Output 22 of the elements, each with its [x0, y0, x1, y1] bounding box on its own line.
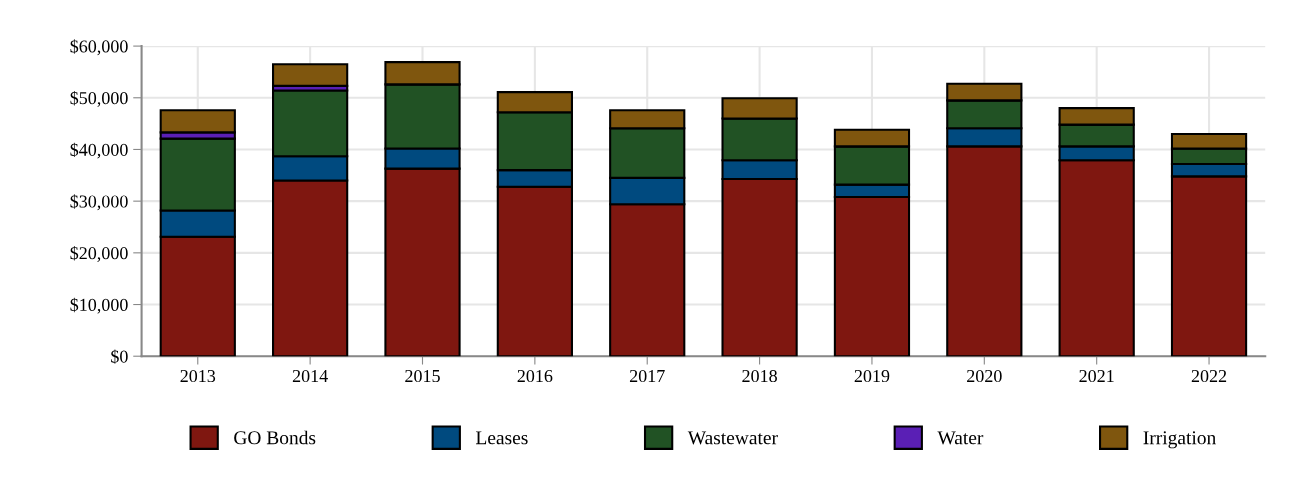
x-tick-label: 2021: [1079, 369, 1114, 383]
x-tick-label: 2014: [292, 369, 328, 383]
legend-label: Irrigation: [1143, 431, 1216, 449]
y-tick-label: $20,000: [70, 246, 128, 262]
x-tick-label: 2018: [742, 369, 777, 383]
y-tick-label: $40,000: [70, 142, 128, 159]
legend-label: Wastewater: [687, 431, 778, 445]
y-tick-label: $50,000: [70, 90, 128, 107]
x-tick-label: 2020: [967, 369, 1002, 383]
x-tick-label: 2017: [629, 369, 665, 383]
y-tick-label: $60,000: [70, 39, 128, 56]
legend-label: Water: [937, 431, 984, 445]
y-tick-label: $30,000: [70, 194, 128, 211]
y-tick-label: $0: [111, 349, 128, 364]
legend-label: Leases: [476, 431, 528, 445]
x-tick-label: 2016: [517, 369, 553, 383]
x-tick-label: 2019: [854, 369, 890, 383]
x-tick-label: 2015: [405, 369, 440, 383]
x-tick-label: 2022: [1191, 369, 1227, 383]
y-tick-label: $10,000: [70, 297, 128, 314]
x-tick-label: 2013: [180, 369, 216, 383]
legend-label: GO Bonds: [234, 430, 316, 445]
